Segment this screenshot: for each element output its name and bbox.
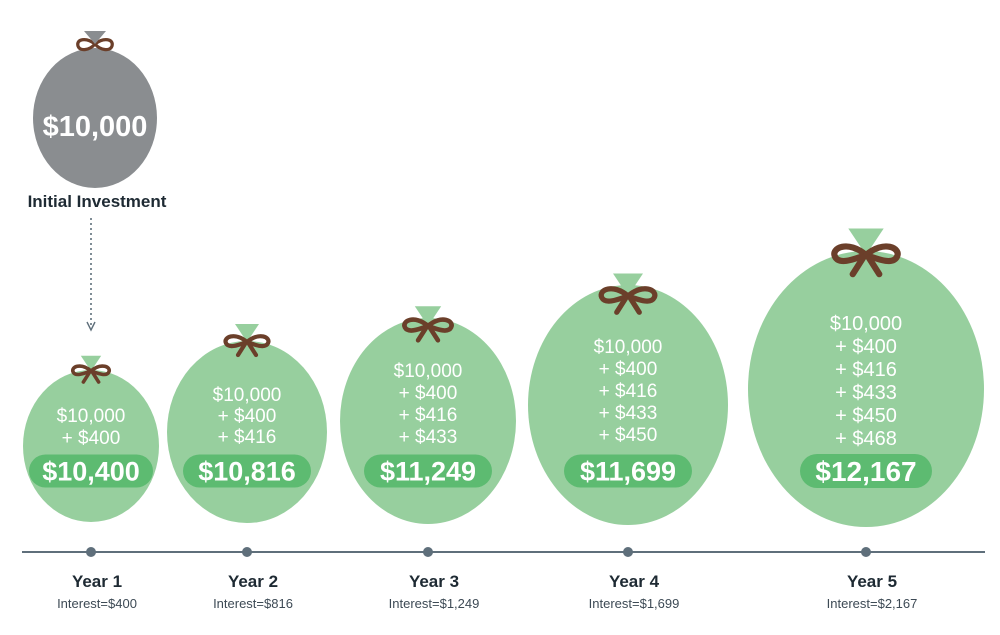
bag-top-year-5: [848, 228, 884, 255]
ribbon-loop-left: [71, 364, 93, 377]
ribbon-tie-icon: [71, 364, 111, 384]
interest-label-year-5: Interest=$2,167: [827, 596, 918, 611]
total-amount-year-2: $10,816: [198, 457, 296, 487]
initial-investment-group: $10,000 Initial Investment: [28, 31, 167, 332]
interest-label-year-3: Interest=$1,249: [389, 596, 480, 611]
addend-line: + $416: [835, 359, 897, 381]
timeline-dot-year-5: [861, 547, 871, 557]
total-amount-year-4: $11,699: [580, 457, 676, 487]
addend-line: + $400: [218, 406, 277, 427]
addend-line: + $433: [399, 427, 458, 448]
timeline-dot-year-3: [423, 547, 433, 557]
initial-money-bag: [33, 48, 157, 188]
timeline-dot-year-4: [623, 547, 633, 557]
bag-top-year-3: [414, 306, 442, 326]
bag-top-year-1: [80, 355, 102, 371]
initial-amount: $10,000: [43, 111, 148, 143]
addend-line: + $416: [218, 427, 277, 448]
ribbon-tail-right: [246, 341, 259, 358]
addend-line: $10,000: [57, 406, 126, 427]
addend-line: + $400: [599, 359, 658, 380]
total-pill-year-5: [800, 454, 932, 488]
addend-line: + $468: [835, 428, 897, 450]
connector-arrow-icon: [86, 321, 96, 332]
addend-line: + $450: [835, 405, 897, 427]
addend-line: + $416: [599, 381, 658, 402]
ribbon-tail-left: [81, 370, 92, 384]
ribbon-loop-right: [862, 243, 901, 265]
ribbon-loop-right: [244, 334, 271, 349]
total-pill-year-3: [364, 454, 492, 488]
addend-line: $10,000: [594, 337, 663, 358]
ribbon-loop-left: [402, 317, 431, 333]
ribbon-tail-left: [415, 325, 429, 343]
year-5-group: $10,000+ $400+ $416+ $433+ $450+ $468 $12…: [748, 228, 984, 611]
ribbon-loop-right: [625, 286, 658, 304]
year-4-group: $10,000+ $400+ $416+ $433+ $450 $11,699 Ye…: [528, 273, 728, 611]
addend-line: + $416: [399, 405, 458, 426]
addend-line: + $400: [399, 383, 458, 404]
ribbon-tail-left: [614, 295, 629, 315]
ribbon-loop-left: [831, 243, 870, 265]
total-pill-year-2: [183, 454, 311, 488]
total-pill-year-1: [29, 454, 153, 488]
addend-line: $10,000: [830, 313, 902, 335]
year-3-group: $10,000+ $400+ $416+ $433 $11,249 Year 3 In…: [340, 306, 516, 611]
ribbon-tail-right: [427, 325, 441, 343]
ribbon-tail-right: [90, 370, 101, 384]
ribbon-loop-left: [223, 334, 250, 349]
year-label-5: Year 5: [847, 572, 897, 591]
initial-bag-tie-icon: [76, 31, 114, 52]
ribbon-tail-right: [865, 254, 883, 278]
ribbon-loop-left: [598, 286, 631, 304]
year-label-3: Year 3: [409, 572, 459, 591]
ribbon-tie-icon: [598, 286, 658, 315]
total-amount-year-3: $11,249: [380, 457, 476, 487]
ribbon-tie-icon: [402, 317, 454, 343]
addend-line: + $433: [835, 382, 897, 404]
addend-line: + $433: [599, 403, 658, 424]
interest-label-year-4: Interest=$1,699: [589, 596, 680, 611]
total-amount-year-5: $12,167: [815, 456, 916, 487]
ribbon-loop-right: [425, 317, 454, 333]
year-label-2: Year 2: [228, 572, 278, 591]
total-pill-year-4: [564, 454, 692, 488]
interest-label-year-2: Interest=$816: [213, 596, 293, 611]
ribbon-tie-icon: [831, 243, 901, 278]
addend-line: $10,000: [213, 385, 282, 406]
ribbon-tie-icon: [223, 334, 271, 358]
interest-label-year-1: Interest=$400: [57, 596, 137, 611]
bag-top-year-2: [235, 324, 259, 342]
year-label-1: Year 1: [72, 572, 122, 591]
year-2-group: $10,000+ $400+ $416 $10,816 Year 2 Interest…: [167, 324, 327, 611]
total-amount-year-1: $10,400: [42, 457, 140, 487]
initial-investment-label: Initial Investment: [28, 192, 167, 211]
addend-line: + $400: [62, 428, 121, 449]
year-label-4: Year 4: [609, 572, 660, 591]
ribbon-tail-right: [627, 295, 642, 315]
ribbon-tail-left: [235, 341, 248, 358]
timeline-dot-year-2: [242, 547, 252, 557]
addend-line: $10,000: [394, 361, 463, 382]
addend-line: + $450: [599, 425, 658, 446]
bag-top-year-4: [613, 273, 643, 296]
ribbon-loop-right: [89, 364, 111, 377]
year-1-group: $10,000+ $400 $10,400 Year 1 Interest=$400: [23, 355, 159, 611]
ribbon-tail-left: [849, 254, 867, 278]
timeline-dot-year-1: [86, 547, 96, 557]
addend-line: + $400: [835, 336, 897, 358]
